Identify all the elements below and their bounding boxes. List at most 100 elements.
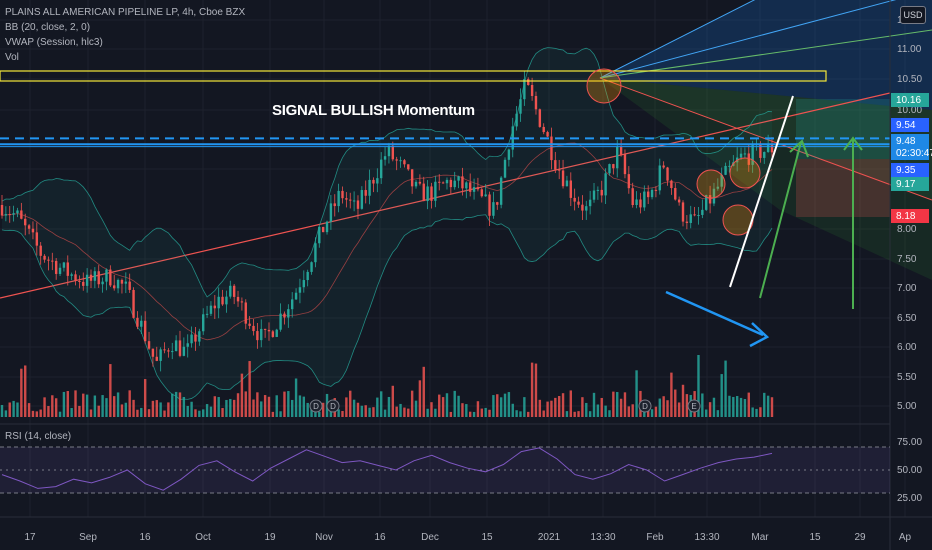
- candle-body: [93, 271, 97, 281]
- candle-body: [685, 221, 689, 223]
- volume-bar: [364, 405, 367, 417]
- candle-body: [654, 189, 658, 191]
- volume-bar: [279, 411, 282, 417]
- volume-bar: [252, 399, 255, 417]
- candle-body: [8, 214, 11, 216]
- volume-bar: [515, 410, 518, 417]
- volume-bar: [132, 399, 135, 417]
- candle-body: [306, 271, 309, 281]
- candle-body: [461, 176, 464, 189]
- volume-bar: [534, 363, 538, 417]
- candle-body: [689, 214, 692, 223]
- legend-vol[interactable]: Vol: [5, 52, 19, 63]
- volume-bar: [623, 392, 627, 417]
- candle-body: [51, 260, 54, 262]
- volume-bar: [12, 400, 15, 417]
- candle-body: [391, 145, 395, 160]
- price-tick-label: 8.00: [897, 224, 917, 235]
- volume-bar: [674, 389, 677, 417]
- volume-bar: [35, 411, 39, 417]
- candle-body: [240, 301, 244, 303]
- volume-bar: [407, 408, 410, 417]
- volume-bar: [178, 392, 182, 417]
- time-tick-label: 15: [809, 532, 821, 543]
- volume-bar: [546, 401, 549, 417]
- candle-body: [681, 202, 685, 222]
- volume-bar: [445, 393, 449, 417]
- candle-body: [24, 218, 27, 226]
- time-tick-label: 16: [139, 532, 151, 543]
- candle-body: [499, 177, 503, 205]
- volume-marker-circle: [326, 399, 340, 413]
- candle-body: [623, 154, 627, 175]
- volume-bar: [643, 410, 646, 417]
- volume-bar: [97, 405, 100, 417]
- volume-bar: [387, 396, 391, 417]
- candle-body: [693, 214, 696, 216]
- volume-bar: [592, 392, 596, 417]
- candle-body: [352, 200, 356, 202]
- volume-bar: [619, 398, 623, 417]
- volume-bar: [732, 396, 735, 417]
- candle-body: [720, 174, 723, 187]
- candle-body: [213, 305, 217, 309]
- bb-upper: [1, 47, 773, 298]
- candle-body: [372, 179, 375, 184]
- candle-body: [515, 113, 518, 127]
- candle-body: [523, 79, 526, 100]
- candle-body: [283, 313, 286, 318]
- channel-line-mid: [599, 29, 932, 79]
- candle-body: [182, 346, 186, 356]
- rsi-tick-label: 25.00: [897, 493, 922, 504]
- candle-body: [109, 269, 112, 286]
- legend-vwap[interactable]: VWAP (Session, hlc3): [5, 37, 103, 48]
- volume-bar: [538, 399, 542, 417]
- volume-bar: [298, 395, 302, 417]
- candle-body: [569, 180, 572, 198]
- volume-bar: [58, 411, 62, 417]
- candle-body: [27, 225, 31, 229]
- volume-bar: [472, 411, 476, 417]
- candle-body: [612, 164, 615, 169]
- rsi-legend[interactable]: RSI (14, close): [5, 431, 72, 442]
- volume-bar: [496, 394, 499, 417]
- candle-body: [701, 209, 704, 215]
- volume-bar: [612, 391, 615, 417]
- horizontal-levels: [0, 137, 890, 148]
- candle-body: [120, 279, 124, 284]
- marker-circle: [586, 68, 622, 104]
- candle-body: [546, 132, 549, 137]
- volume-bar: [240, 373, 244, 417]
- legend-bb[interactable]: BB (20, close, 2, 0): [5, 22, 91, 33]
- candle-body: [151, 348, 155, 357]
- price-tag-label: 9.48: [896, 136, 916, 147]
- price-tag-label: 02:30:47: [896, 148, 932, 159]
- volume-bar: [600, 397, 603, 417]
- candle-body: [557, 169, 561, 171]
- volume-bar: [256, 392, 259, 417]
- volume-bar: [759, 407, 762, 417]
- volume-bar: [476, 401, 480, 417]
- candle-body: [101, 281, 104, 285]
- candle-body: [468, 182, 472, 192]
- price-tick-label: 5.00: [897, 401, 917, 412]
- bb-basis: [1, 142, 773, 341]
- candle-body: [74, 274, 77, 281]
- candle-body: [379, 159, 383, 179]
- currency-label[interactable]: USD: [900, 6, 926, 24]
- candle-body: [198, 331, 201, 342]
- volume-bar: [503, 393, 507, 417]
- time-tick-label: Mar: [751, 532, 769, 543]
- price-tag-label: 9.35: [896, 165, 916, 176]
- volume-bar: [229, 398, 232, 417]
- candle-body: [616, 146, 619, 169]
- legend-symbol[interactable]: PLAINS ALL AMERICAN PIPELINE LP, 4h, Cbo…: [5, 7, 246, 18]
- volume-bar: [523, 397, 526, 417]
- volume-bar: [685, 394, 689, 417]
- volume-bar: [4, 410, 8, 417]
- candle-body: [291, 299, 294, 310]
- candles: [0, 71, 774, 372]
- candle-body: [163, 349, 166, 351]
- time-tick-label: 15: [481, 532, 493, 543]
